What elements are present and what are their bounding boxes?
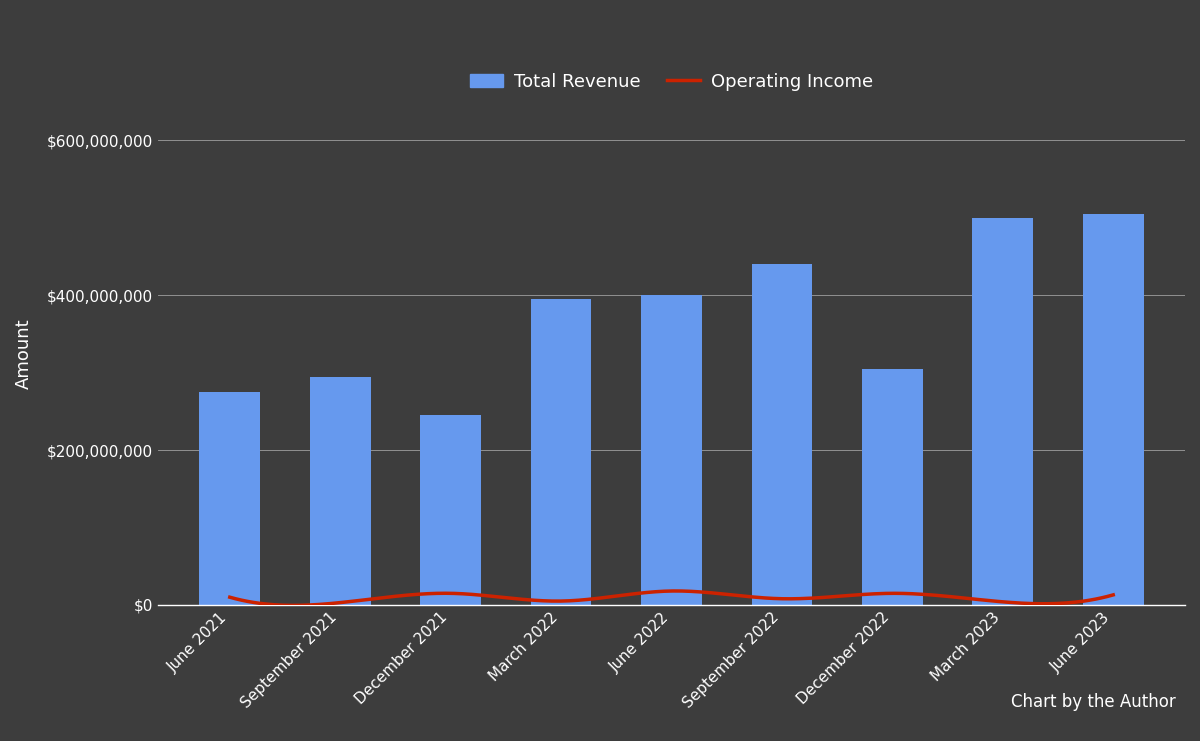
Bar: [751, 265, 812, 605]
Legend: Total Revenue, Operating Income: Total Revenue, Operating Income: [463, 65, 880, 98]
Bar: [199, 392, 260, 605]
Text: Chart by the Author: Chart by the Author: [1012, 694, 1176, 711]
Bar: [530, 299, 592, 605]
Y-axis label: Amount: Amount: [16, 318, 34, 389]
Bar: [420, 415, 481, 605]
Bar: [862, 369, 923, 605]
Bar: [972, 218, 1033, 605]
Bar: [641, 296, 702, 605]
Bar: [1082, 214, 1144, 605]
Bar: [310, 376, 371, 605]
